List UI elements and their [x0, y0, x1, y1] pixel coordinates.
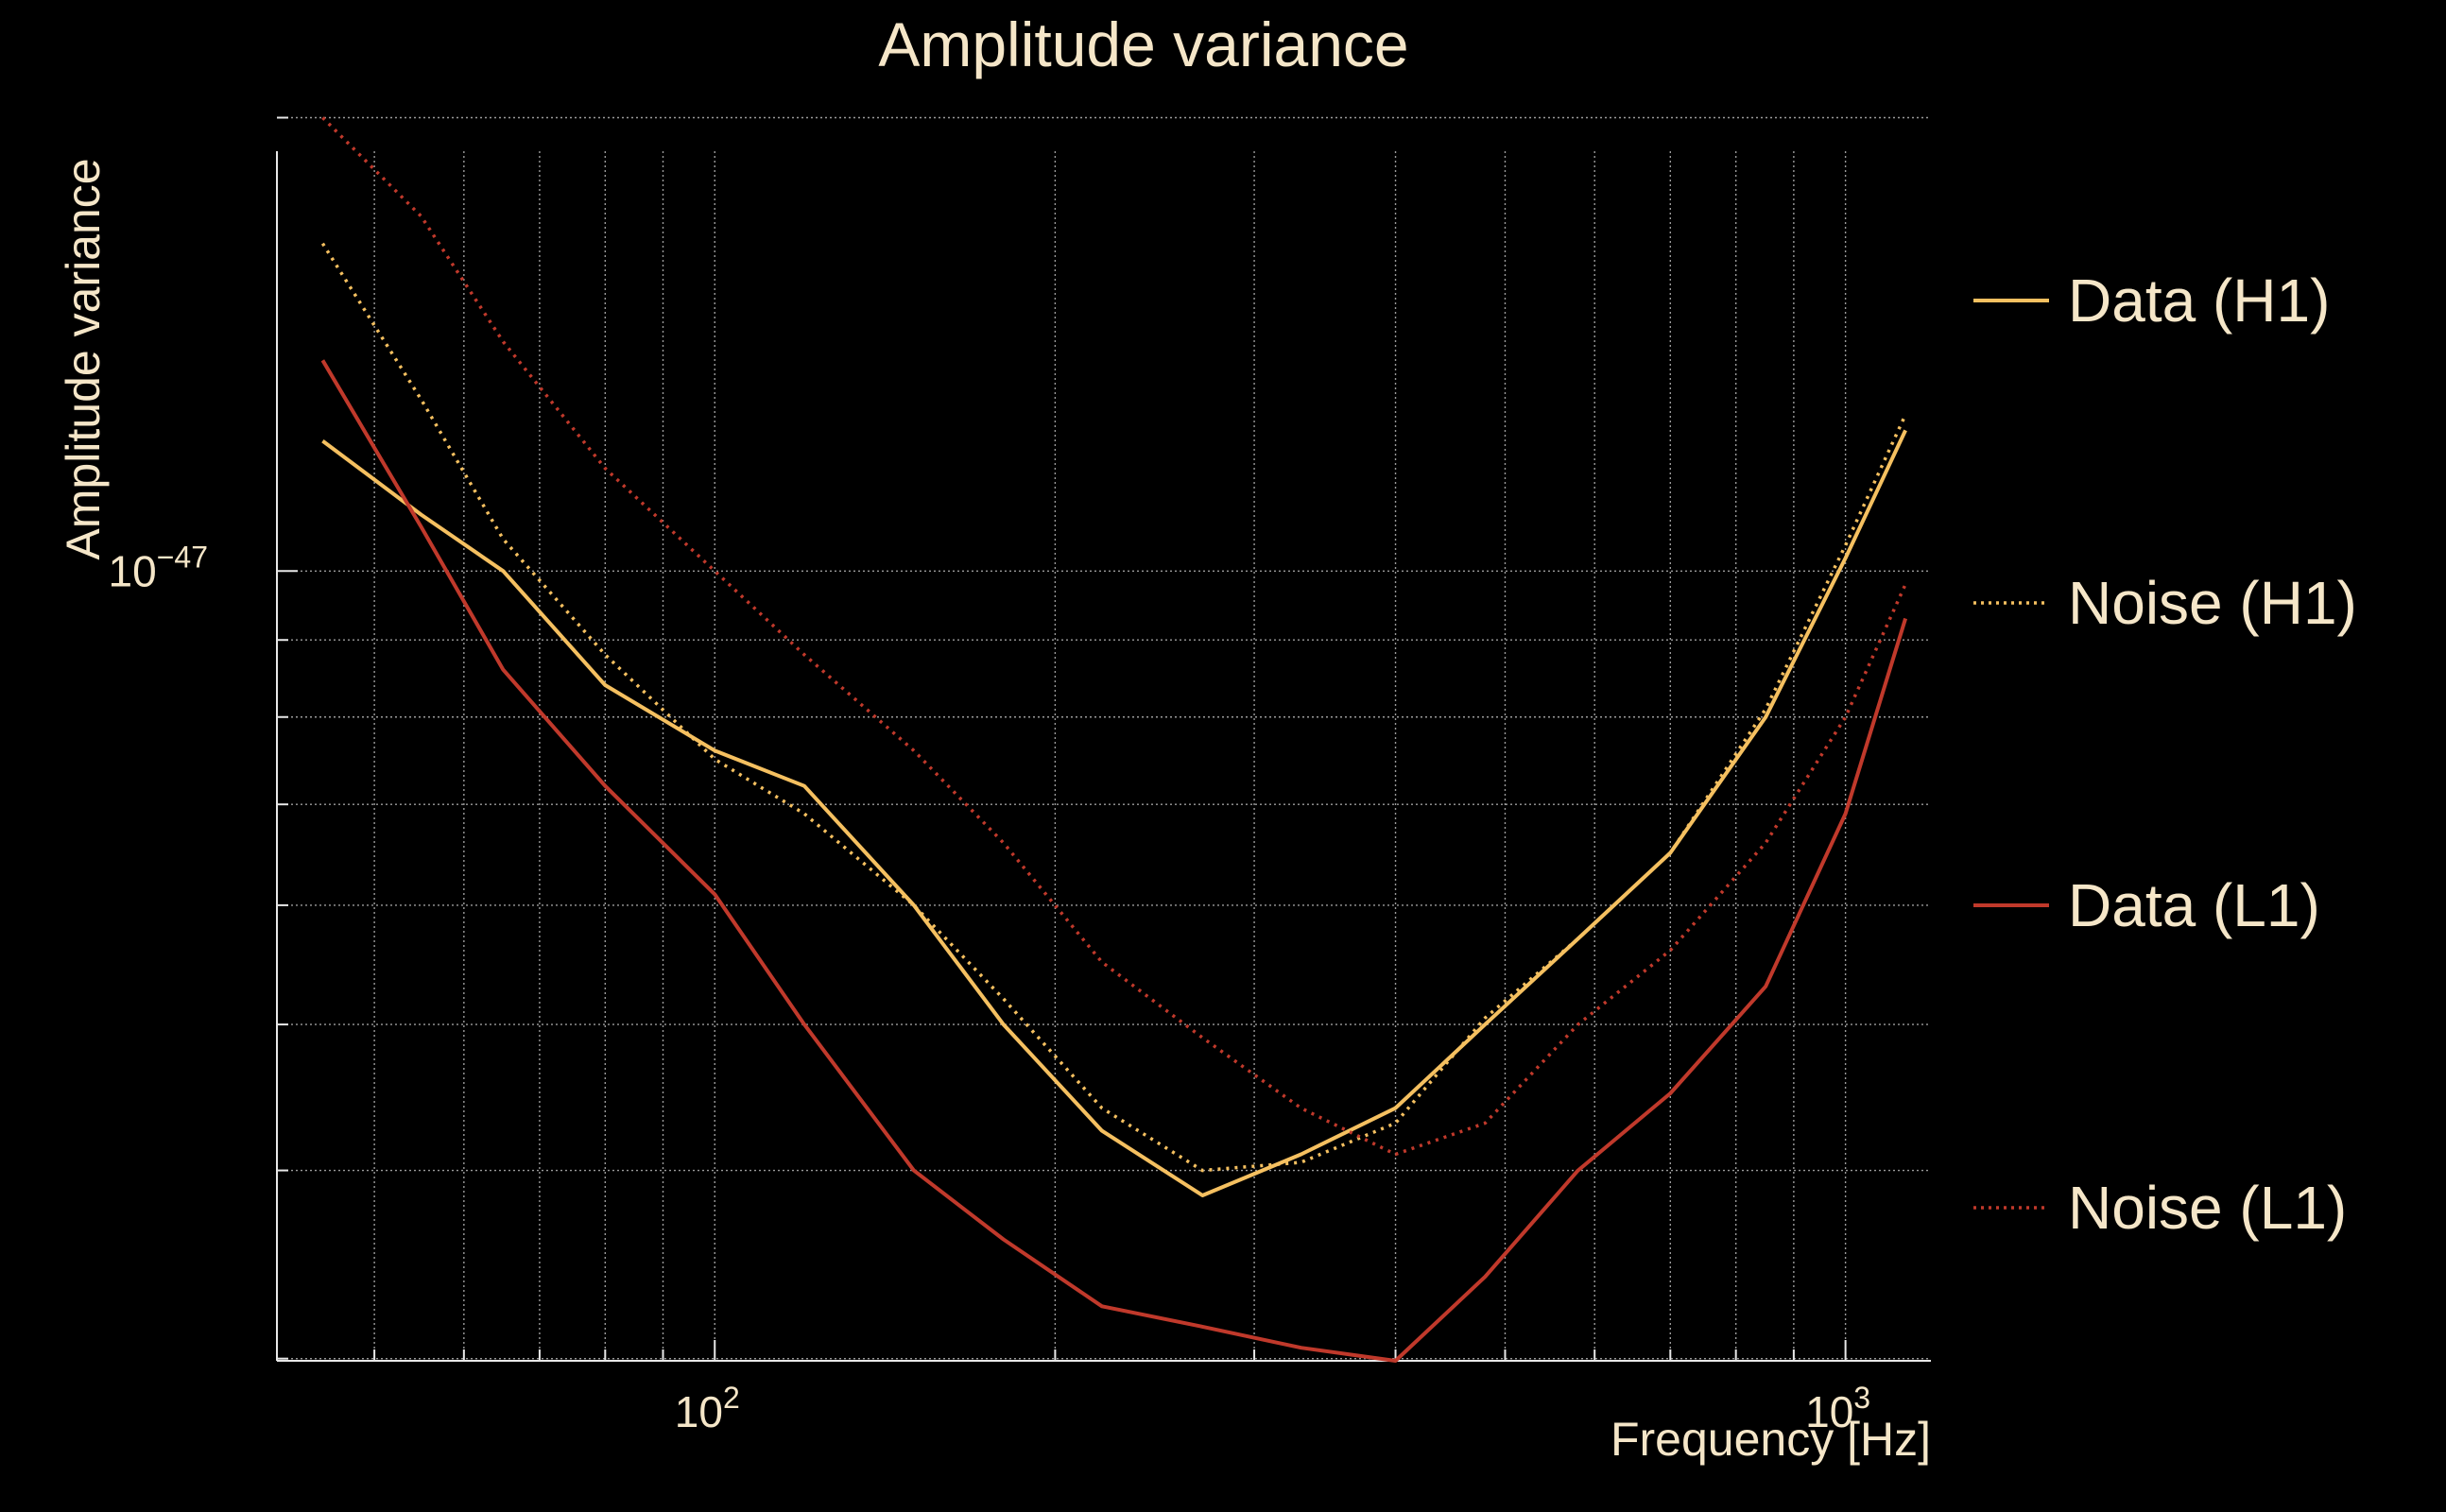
- series-line-3: [320, 359, 1908, 1363]
- legend: Data (H1) Noise (H1) Data (L1) Noise (L1): [1973, 266, 2357, 1242]
- x-tick-label: 102: [675, 1381, 740, 1436]
- y-tick-label: 10−47: [109, 540, 208, 595]
- legend-label-1: Data (H1): [2068, 266, 2330, 335]
- series-line-1: [321, 429, 1907, 1197]
- x-tick-label: 103: [1805, 1381, 1870, 1436]
- y-axis-label: Amplitude variance: [57, 158, 110, 559]
- axes-layer: [276, 151, 1931, 1362]
- ticks-layer: 102 103 10−47: [109, 116, 1870, 1436]
- legend-label-2: Noise (H1): [2068, 569, 2357, 637]
- x-axis-label: Frequency [Hz]: [1611, 1413, 1931, 1466]
- series-line-4: [321, 116, 1907, 1157]
- chart-title: Amplitude variance: [878, 9, 1408, 79]
- legend-label-3: Data (L1): [2068, 871, 2320, 939]
- series-line-2: [320, 242, 1907, 1173]
- series-layer: [320, 116, 1908, 1363]
- grid-layer: [277, 116, 1931, 1361]
- legend-label-4: Noise (L1): [2068, 1174, 2347, 1242]
